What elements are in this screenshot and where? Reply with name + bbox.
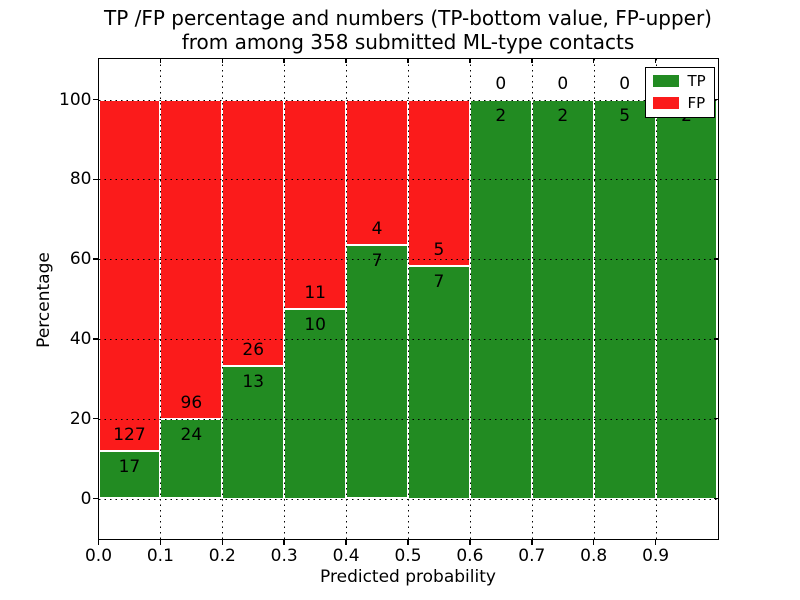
tp-count-label: 13 [242,371,265,392]
x-tick [407,538,409,545]
chart-title-line-1: TP /FP percentage and numbers (TP-bottom… [104,6,712,30]
x-tick-inner [345,58,347,63]
x-tick-label: 0.8 [580,545,608,566]
chart-title: TP /FP percentage and numbers (TP-bottom… [104,6,712,54]
tp-count-label: 17 [118,457,141,478]
v-gridline [531,58,533,539]
tp-count-label: 24 [180,424,203,445]
x-tick-label: 0.9 [642,545,670,566]
v-gridline [408,58,409,539]
legend-entry-tp: TP [652,71,706,90]
v-gridline [160,58,162,539]
legend-label-fp: FP [687,93,706,112]
x-tick-label: 0.2 [208,545,236,566]
x-tick-inner [592,58,595,63]
y-tick-inner [713,178,718,181]
x-tick [592,538,595,545]
y-tick [92,178,99,181]
bar-segment-fp [222,99,285,366]
x-tick [531,538,533,545]
x-tick [159,538,162,545]
fp-count-label: 11 [304,282,326,303]
y-tick [92,497,99,500]
x-tick [97,538,100,545]
x-tick-label: 0.3 [270,545,298,566]
v-gridline [469,58,471,539]
y-tick-label: 0 [80,488,92,509]
fp-count-label: 0 [557,73,569,94]
legend-swatch-fp-icon [652,96,679,109]
fp-count-label: 5 [433,239,445,260]
tp-count-label: 2 [557,105,569,126]
y-tick-inner [713,258,718,260]
y-tick-label: 80 [69,169,92,190]
x-tick-label: 0.6 [456,545,484,566]
x-tick [221,538,224,545]
x-tick-inner [283,58,285,63]
y-tick-inner [713,98,718,101]
y-tick-inner [713,338,718,340]
y-tick [92,338,99,340]
fp-count-label: 0 [619,73,631,94]
bar-segment-fp [346,99,408,245]
x-tick-inner [407,58,409,63]
x-tick-label: 0.5 [394,545,422,566]
y-tick-label: 60 [69,249,92,270]
v-gridline [222,58,224,539]
legend-entry-fp: FP [652,93,706,112]
fp-count-label: 26 [242,339,265,360]
fp-count-label: 127 [113,425,146,446]
tp-count-label: 7 [371,250,383,271]
y-tick-label: 40 [69,328,92,349]
x-tick-inner [469,58,471,63]
y-tick [92,258,99,260]
y-tick-inner [713,497,718,500]
x-tick-label: 0.7 [518,545,546,566]
x-tick-inner [531,58,533,63]
x-tick-label: 0.0 [84,545,113,566]
bar-segment-tp [98,451,161,499]
fp-count-label: 96 [180,392,203,413]
grid-layer [98,58,718,539]
bar-segment-tp [531,99,594,499]
legend: TP FP [644,66,715,118]
y-tick-label: 100 [59,89,92,110]
v-gridline [655,58,657,539]
tp-count-label: 2 [495,105,507,126]
fp-count-label: 4 [371,218,383,239]
bar-segment-fp [284,99,347,309]
y-tick-label: 20 [69,408,92,429]
x-axis-label: Predicted probability [320,567,496,587]
x-tick [469,538,471,545]
v-gridline [284,58,286,539]
bar-segment-fp [98,99,161,452]
ticks-layer: 0 20 40 60 80 100 0.0 0.1 0.2 0.3 0.4 0.5 0.6 0.7 0.8 0… [59,58,718,566]
x-tick [283,538,285,545]
y-tick [92,98,99,101]
y-tick-inner [713,417,718,420]
legend-swatch-tp-icon [652,74,679,87]
x-tick-label: 0.1 [146,545,174,566]
bar-segment-tp [408,265,470,499]
legend-label-tp: TP [687,71,706,90]
tp-count-label: 10 [304,314,326,335]
x-tick-inner [654,58,657,63]
bar-segment-fp [408,99,470,266]
v-gridline [593,58,595,539]
tp-count-label: 7 [433,271,445,292]
x-tick-label: 0.4 [332,545,360,566]
x-tick-inner [159,58,162,63]
tp-count-label: 5 [619,105,631,126]
x-tick [345,538,347,545]
fp-count-label: 0 [495,73,507,94]
y-tick [92,417,99,420]
x-tick [654,538,657,545]
x-tick-inner [221,58,224,63]
v-gridline [346,58,348,539]
chart-title-line-2: from among 358 submitted ML-type contact… [181,30,635,54]
